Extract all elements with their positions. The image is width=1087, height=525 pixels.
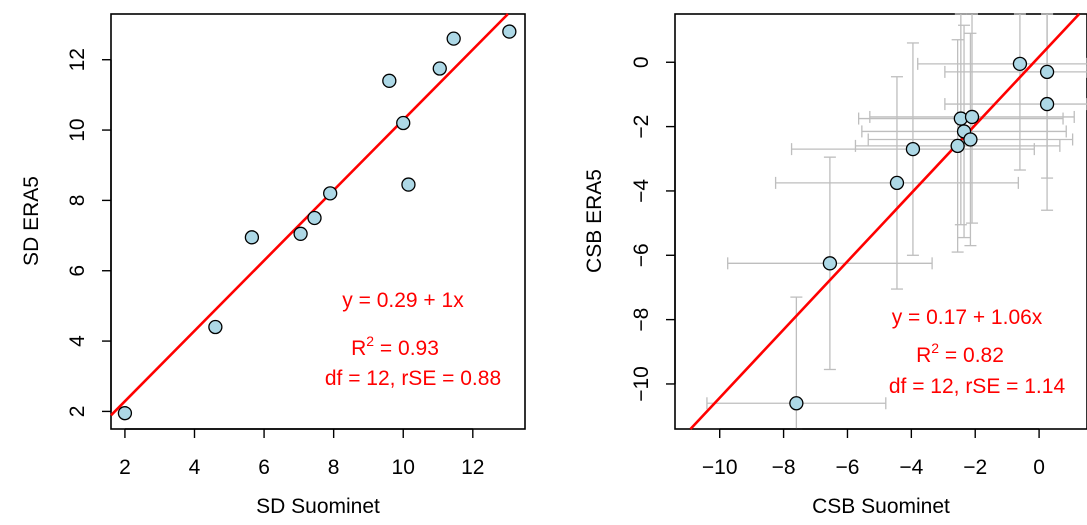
r-letter: R [916, 344, 931, 367]
csb-scatter-panel: −10 −8 −6 −4 −2 0 −10 −8 −6 −4 −2 0 CSB Suominet C… [583, 13, 1087, 518]
r-superscript: 2 [366, 333, 374, 349]
data-point-3 [905, 141, 921, 157]
data-point-11 [1039, 96, 1055, 112]
y-axis-label: CSB ERA5 [583, 169, 606, 273]
r-letter: R [351, 337, 366, 360]
data-point-4 [950, 138, 965, 154]
data-point-0 [117, 406, 133, 421]
data-point-0 [789, 396, 804, 411]
data-point-9 [1012, 56, 1028, 72]
r-squared-value: = 0.82 [939, 344, 1004, 367]
data-point-3 [293, 226, 308, 241]
x-tick-label: 6 [258, 456, 270, 479]
x-tick-label: 2 [119, 456, 131, 479]
data-point-1 [208, 319, 223, 335]
data-point-1 [822, 256, 838, 271]
r-squared-value: = 0.93 [374, 337, 439, 360]
plot-frame [674, 13, 1087, 430]
x-tick-label: 4 [189, 456, 201, 479]
data-point-2 [889, 175, 905, 191]
y-tick-label: −2 [630, 115, 653, 139]
data-point-7 [396, 115, 411, 131]
x-tick-label: −4 [899, 456, 923, 479]
y-tick-label: −8 [630, 308, 653, 332]
y-axis-ticks: 2 4 6 8 10 12 [66, 48, 112, 418]
data-point-10 [1039, 64, 1055, 80]
x-tick-label: −2 [963, 456, 987, 479]
data-point-7 [963, 132, 978, 147]
fit-line-group [689, 13, 1081, 430]
y-tick-label: 8 [66, 195, 89, 207]
y-tick-label: 10 [66, 118, 89, 141]
y-tick-label: 12 [66, 48, 89, 71]
x-tick-label: 12 [461, 456, 484, 479]
sd-scatter-panel: 2 4 6 8 10 12 2 4 6 8 10 12 SD Suominet SD ERA5 y … [20, 13, 526, 518]
r-squared: R2 = 0.93 [351, 333, 439, 360]
y-tick-label: 4 [66, 335, 89, 347]
points-group [789, 56, 1055, 411]
data-point-10 [446, 31, 461, 46]
fit-stats: df = 12, rSE = 0.88 [325, 367, 501, 390]
x-axis-ticks: −10 −8 −6 −4 −2 0 [702, 428, 1045, 479]
y-tick-label: 6 [66, 265, 89, 277]
y-tick-label: −10 [630, 366, 653, 402]
data-point-9 [432, 61, 447, 76]
data-point-6 [382, 73, 397, 88]
x-tick-label: 10 [392, 456, 415, 479]
x-tick-label: −10 [702, 456, 738, 479]
data-point-2 [244, 230, 260, 245]
y-axis-label: SD ERA5 [20, 176, 43, 266]
x-tick-label: −8 [772, 456, 796, 479]
data-point-8 [401, 177, 416, 192]
points-group [117, 24, 517, 421]
error-bars [706, 13, 1087, 430]
y-tick-label: 0 [630, 56, 653, 68]
regression-line [689, 13, 1081, 430]
fit-equation: y = 0.29 + 1x [342, 289, 464, 312]
x-tick-label: 8 [328, 456, 340, 479]
data-point-5 [323, 186, 338, 201]
fit-equation: y = 0.17 + 1.06x [892, 306, 1043, 329]
y-axis-ticks: −10 −8 −6 −4 −2 0 [630, 56, 676, 402]
r-squared: R2 = 0.82 [916, 340, 1004, 367]
x-tick-label: −6 [835, 456, 859, 479]
x-axis-label: SD Suominet [256, 495, 380, 518]
data-point-4 [307, 210, 322, 226]
x-axis-ticks: 2 4 6 8 10 12 [119, 428, 484, 479]
y-tick-label: −4 [630, 179, 653, 203]
y-tick-label: 2 [66, 406, 89, 418]
fit-stats: df = 12, rSE = 1.14 [889, 375, 1066, 398]
r-superscript: 2 [931, 340, 939, 356]
y-tick-label: −6 [630, 243, 653, 267]
data-point-11 [502, 24, 517, 39]
data-point-8 [964, 109, 980, 125]
x-axis-label: CSB Suominet [812, 495, 950, 518]
x-tick-label: 0 [1033, 456, 1045, 479]
